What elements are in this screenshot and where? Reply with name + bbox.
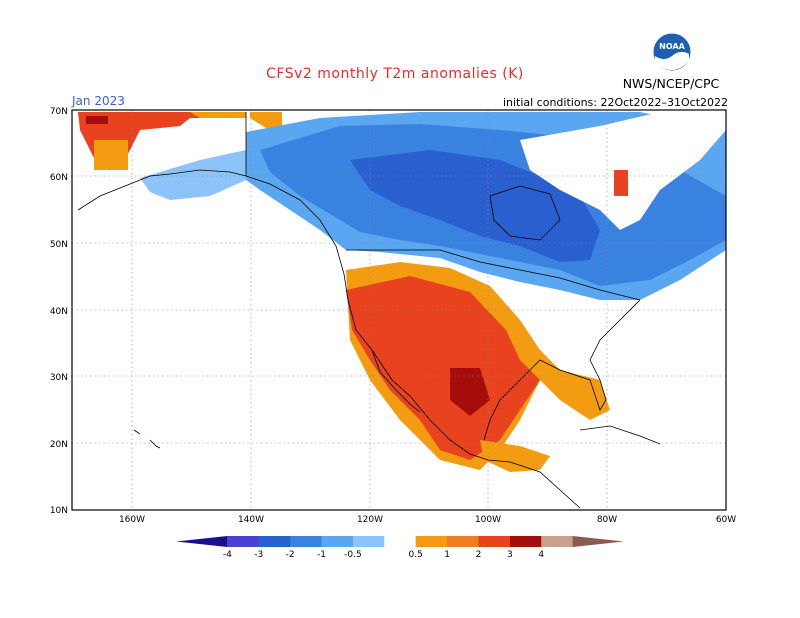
mexico-south-warm	[480, 440, 550, 472]
greenland-warm-patch	[614, 170, 628, 196]
lat-label-10: 10N	[50, 506, 68, 516]
svg-text:NOAA: NOAA	[659, 42, 685, 51]
alaska-orange-edge	[190, 112, 282, 128]
colorbar-label: -1	[317, 550, 326, 560]
coastlines	[77, 112, 661, 509]
us-canada-border	[346, 249, 641, 301]
longitude-labels: 160W 140W 120W 100W 80W 60W	[119, 515, 736, 525]
texas-hot-core	[450, 368, 490, 416]
colorbar-swatch	[447, 536, 479, 547]
alaska-coast	[77, 169, 247, 211]
hudson-bay-outline	[489, 185, 561, 241]
alaska-cold-light	[140, 150, 246, 200]
lat-label-60: 60N	[50, 173, 68, 183]
colorbar-label: -0.5	[344, 550, 362, 560]
colorbar-swatch	[258, 536, 291, 547]
lat-label-20: 20N	[50, 440, 68, 450]
colorbar-label: 3	[507, 550, 513, 560]
colorbar-label: 4	[538, 550, 544, 560]
us-southwest-red	[346, 276, 540, 460]
colorbar-swatch	[541, 536, 574, 547]
noaa-logo-icon: NOAA	[652, 32, 692, 72]
colorbar-swatch	[227, 536, 260, 547]
colorbar-label: 0.5	[409, 550, 423, 560]
colorbar-swatch	[572, 536, 624, 547]
lon-label-120w: 120W	[357, 515, 383, 525]
lon-label-160w: 160W	[119, 515, 145, 525]
colorbar-label: -4	[223, 550, 232, 560]
initial-conditions-label: initial conditions: 22Oct2022–31Oct2022	[502, 96, 728, 109]
colorbar-label: 2	[476, 550, 482, 560]
hawaii-islands	[133, 429, 161, 449]
forecast-period: Jan 2023	[72, 94, 125, 108]
colorbar-swatch	[352, 536, 385, 547]
colorbar-swatch	[290, 536, 323, 547]
alaska-yellow	[94, 140, 128, 170]
lat-label-70: 70N	[50, 107, 68, 117]
map-title: CFSv2 monthly T2m anomalies (K)	[266, 66, 524, 82]
canada-dark-blue	[350, 150, 600, 262]
lat-label-30: 30N	[50, 373, 68, 383]
lon-label-100w: 100W	[475, 515, 501, 525]
colorbar: -4 -3 -2 -1 -0.5 0.5 1 2 3 4	[176, 536, 624, 560]
lat-label-40: 40N	[50, 307, 68, 317]
colorbar-label: -2	[286, 550, 295, 560]
lon-label-140w: 140W	[238, 515, 264, 525]
east-coast-line	[483, 299, 641, 441]
anomaly-shading	[78, 112, 726, 472]
colorbar-label: 1	[444, 550, 450, 560]
colorbar-swatch	[176, 536, 228, 547]
lon-label-60w: 60W	[716, 515, 736, 525]
latitude-labels: 70N 60N 50N 40N 30N 20N 10N	[50, 107, 68, 516]
agency-label: NWS/NCEP/CPC	[622, 76, 720, 91]
baja-peninsula	[371, 349, 421, 413]
lon-label-80w: 80W	[597, 515, 617, 525]
colorbar-swatch	[509, 536, 542, 547]
colorbar-swatch	[478, 536, 511, 547]
lat-label-50: 50N	[50, 240, 68, 250]
colorbar-swatch	[321, 536, 354, 547]
cuba-outline	[579, 425, 661, 445]
colorbar-swatch	[384, 536, 417, 547]
colorbar-swatch	[415, 536, 448, 547]
map-frame	[71, 109, 727, 511]
west-coast-line	[245, 112, 581, 509]
alaska-hot-patch	[86, 116, 108, 124]
graticule	[72, 110, 726, 510]
colorbar-label: -3	[254, 550, 263, 560]
